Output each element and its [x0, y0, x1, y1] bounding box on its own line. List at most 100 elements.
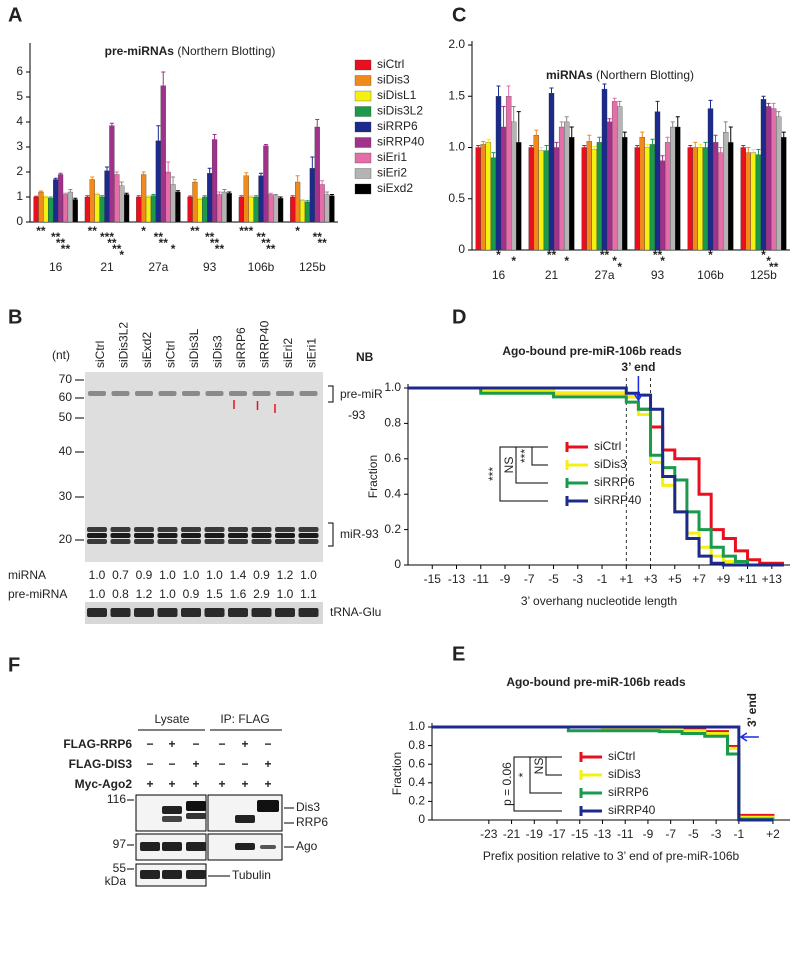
band [87, 533, 107, 538]
legend-label: siDis3 [608, 767, 641, 781]
bar [43, 196, 49, 223]
sign: + [264, 757, 271, 771]
band [251, 608, 272, 617]
row-label: miRNA [8, 568, 46, 582]
lane-label: siCtrl [93, 341, 107, 368]
y-tick-label: 0.6 [408, 756, 425, 770]
size-marker: 55 [113, 861, 127, 875]
loading-gel [85, 602, 323, 624]
error-bar [222, 189, 227, 192]
bar [263, 145, 269, 223]
x-tick-label: +13 [762, 572, 783, 586]
legend-symbol [579, 770, 602, 780]
significance: ** [190, 224, 200, 238]
bar [67, 191, 73, 223]
bar [329, 195, 335, 223]
bar [639, 137, 645, 251]
y-tick-label: 1.5 [448, 88, 465, 102]
quantification: 0.9 [183, 587, 200, 601]
error-bar [756, 149, 761, 155]
bar [569, 137, 575, 251]
step-line [432, 725, 775, 820]
y-tick-label: 2 [16, 164, 23, 178]
significance: * [119, 248, 124, 262]
significance: ** [36, 224, 46, 238]
stat-label: *** [486, 467, 500, 481]
error-bar [741, 144, 746, 148]
bar [278, 198, 284, 223]
bar [644, 147, 651, 251]
bar [104, 170, 110, 223]
bar [670, 126, 676, 251]
error-bar [511, 106, 516, 122]
bar [136, 196, 142, 223]
bar [99, 196, 105, 223]
error-bar [539, 147, 544, 151]
end-label: 3’ end [621, 360, 655, 374]
bar [538, 150, 545, 251]
sign: + [192, 777, 199, 791]
bar [175, 191, 181, 223]
legend-label: siRRP6 [608, 785, 649, 799]
bar [564, 121, 570, 251]
bar [119, 185, 125, 223]
legend-swatch [354, 106, 372, 117]
stat-label: NS [502, 457, 516, 474]
error-bar [259, 172, 263, 176]
x-tick-label: 125b [750, 268, 777, 282]
error-bar [188, 195, 193, 197]
lane-label: siCtrl [164, 341, 178, 368]
bar [160, 85, 166, 223]
x-tick-label: -15 [571, 827, 589, 841]
error-bar [587, 134, 592, 142]
error-bar [506, 85, 511, 97]
band-label: miR-93 [340, 527, 379, 541]
error-bar [698, 143, 703, 148]
x-tick-label: -19 [526, 827, 544, 841]
significance: * [295, 224, 300, 238]
band-label: pre-miR [340, 387, 383, 401]
error-bar [564, 116, 569, 122]
row-label: FLAG-RRP6 [63, 737, 132, 751]
bar [697, 147, 704, 251]
error-bar [207, 167, 212, 174]
sign: − [146, 757, 153, 771]
significance: ** [256, 230, 266, 244]
band [228, 539, 248, 544]
error-bar [58, 172, 63, 175]
error-bar [141, 171, 146, 175]
error-bar [491, 152, 496, 158]
unit-label: kDa [105, 874, 127, 888]
legend-swatch [354, 168, 372, 179]
error-bar [640, 131, 645, 138]
quantification: 1.0 [159, 587, 176, 601]
legend-swatch [354, 137, 372, 148]
error-bar [295, 175, 300, 182]
band [162, 870, 182, 879]
error-bar [516, 111, 521, 143]
x-tick-label: 21 [100, 260, 114, 274]
x-tick-label: -23 [480, 827, 498, 841]
quantification: 1.0 [277, 587, 294, 601]
significance: * [496, 248, 501, 262]
bracket [328, 385, 334, 403]
error-bar [635, 144, 640, 148]
legend-label: siCtrl [608, 749, 635, 763]
legend-symbol [565, 460, 588, 470]
x-tick-label: -1 [597, 572, 608, 586]
bar [273, 195, 279, 223]
significance: ** [653, 248, 663, 262]
bar [707, 108, 714, 251]
significance: ** [61, 242, 71, 256]
bar [57, 174, 64, 223]
error-bar [202, 195, 207, 197]
error-bar [161, 71, 166, 86]
bar [712, 142, 719, 251]
error-bar [655, 100, 660, 112]
band [228, 527, 248, 532]
error-bar [114, 171, 119, 175]
y-tick-label: 1.0 [408, 719, 425, 733]
bar [248, 196, 254, 223]
x-tick-label: -9 [500, 572, 511, 586]
sign: + [146, 777, 153, 791]
